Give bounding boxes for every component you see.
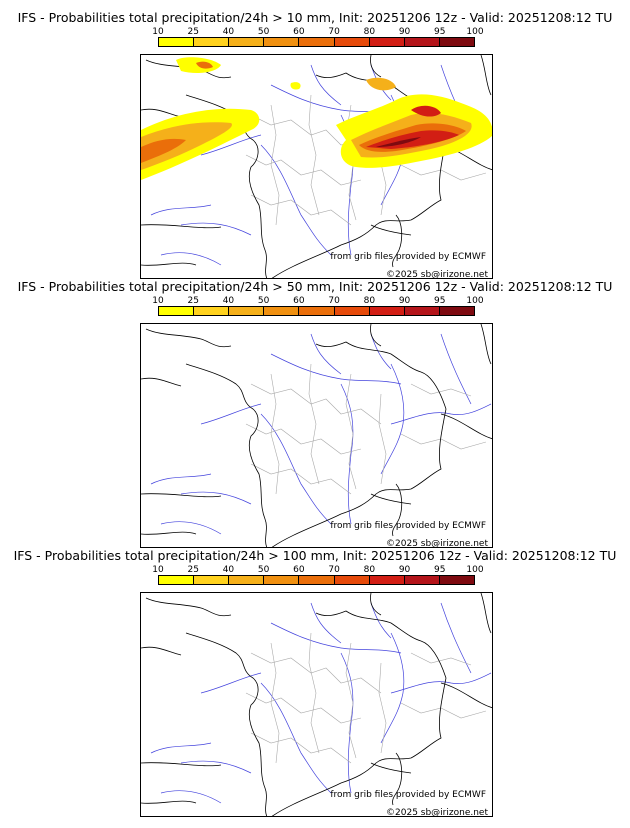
- colorbar-segment: [369, 576, 405, 584]
- colorbar-tick-label: 50: [257, 565, 270, 575]
- probability-map: from grib files provided by ECMWF ©2025 …: [140, 323, 493, 548]
- colorbar-segment: [439, 307, 474, 315]
- colorbar-segment: [229, 307, 265, 315]
- panel-title: IFS - Probabilities total precipitation/…: [13, 548, 617, 563]
- colorbar-segment: [264, 576, 300, 584]
- colorbar-segment: [194, 307, 230, 315]
- copyright-text: ©2025 sb@irizone.net: [386, 808, 488, 817]
- colorbar-tick-label: 40: [222, 27, 235, 37]
- colorbar-segment: [439, 38, 474, 46]
- colorbar-tick-label: 25: [187, 27, 199, 37]
- colorbar-tick-label: 40: [222, 296, 235, 306]
- panel-50mm: IFS - Probabilities total precipitation/…: [0, 279, 630, 549]
- colorbar: [158, 37, 475, 47]
- credit-text: from grib files provided by ECMWF: [330, 252, 486, 262]
- colorbar-segment: [404, 38, 440, 46]
- colorbar-tick-label: 90: [398, 565, 411, 575]
- copyright-text: ©2025 sb@irizone.net: [386, 270, 488, 279]
- colorbar-segment: [159, 38, 195, 46]
- colorbar: [158, 575, 475, 585]
- precip-shading-west: [141, 57, 260, 180]
- copyright-text: ©2025 sb@irizone.net: [386, 539, 488, 548]
- colorbar-segment: [334, 38, 370, 46]
- colorbar-tick-label: 70: [328, 565, 340, 575]
- colorbar-tick-label: 10: [152, 565, 164, 575]
- colorbar-segment: [229, 38, 265, 46]
- colorbar-segment: [194, 576, 230, 584]
- colorbar-tick-label: 60: [293, 565, 305, 575]
- colorbar-tick-label: 95: [434, 296, 446, 306]
- colorbar-segment: [299, 576, 335, 584]
- colorbar-tick-label: 95: [434, 27, 446, 37]
- colorbar-tick-label: 10: [152, 296, 164, 306]
- colorbar-tick-label: 70: [328, 27, 340, 37]
- colorbar-ticks: 10 25 40 50 60 70 80 90 95 100: [142, 565, 494, 575]
- colorbar-segment: [404, 576, 440, 584]
- colorbar-tick-label: 10: [152, 27, 164, 37]
- colorbar-segment: [159, 576, 195, 584]
- probability-map: from grib files provided by ECMWF ©2025 …: [140, 592, 493, 817]
- colorbar-segment: [334, 576, 370, 584]
- colorbar-tick-label: 90: [398, 296, 411, 306]
- colorbar-tick-label: 80: [363, 27, 376, 37]
- colorbar-ticks: 10 25 40 50 60 70 80 90 95 100: [142, 296, 494, 306]
- colorbar-tick-label: 100: [466, 296, 484, 306]
- colorbar-segment: [264, 307, 300, 315]
- colorbar-tick-label: 50: [257, 296, 270, 306]
- panel-title: IFS - Probabilities total precipitation/…: [17, 10, 613, 25]
- colorbar-segment: [264, 38, 300, 46]
- colorbar-tick-label: 90: [398, 27, 411, 37]
- colorbar-segment: [299, 307, 335, 315]
- colorbar-segment: [439, 576, 474, 584]
- colorbar-segment: [369, 38, 405, 46]
- colorbar-tick-label: 25: [187, 565, 199, 575]
- credit-text: from grib files provided by ECMWF: [330, 790, 486, 800]
- colorbar-segment: [299, 38, 335, 46]
- colorbar-segment: [334, 307, 370, 315]
- probability-map: from grib files provided by ECMWF ©2025 …: [140, 54, 493, 279]
- colorbar-segment: [369, 307, 405, 315]
- colorbar-tick-label: 80: [363, 565, 376, 575]
- panel-100mm: IFS - Probabilities total precipitation/…: [0, 548, 630, 818]
- colorbar-tick-label: 50: [257, 27, 270, 37]
- colorbar-tick-label: 60: [293, 296, 305, 306]
- colorbar-tick-label: 60: [293, 27, 305, 37]
- colorbar: [158, 306, 475, 316]
- colorbar-segment: [229, 576, 265, 584]
- colorbar-ticks: 10 25 40 50 60 70 80 90 95 100: [142, 27, 494, 37]
- panel-10mm: IFS - Probabilities total precipitation/…: [0, 10, 630, 280]
- colorbar-segment: [194, 38, 230, 46]
- colorbar-tick-label: 70: [328, 296, 340, 306]
- colorbar-segment: [159, 307, 195, 315]
- colorbar-tick-label: 80: [363, 296, 376, 306]
- colorbar-tick-label: 100: [466, 565, 484, 575]
- colorbar-tick-label: 100: [466, 27, 484, 37]
- credit-text: from grib files provided by ECMWF: [330, 521, 486, 531]
- colorbar-segment: [404, 307, 440, 315]
- colorbar-tick-label: 25: [187, 296, 199, 306]
- precip-shading-east: [290, 77, 492, 168]
- colorbar-tick-label: 40: [222, 565, 235, 575]
- colorbar-tick-label: 95: [434, 565, 446, 575]
- panel-title: IFS - Probabilities total precipitation/…: [17, 279, 613, 294]
